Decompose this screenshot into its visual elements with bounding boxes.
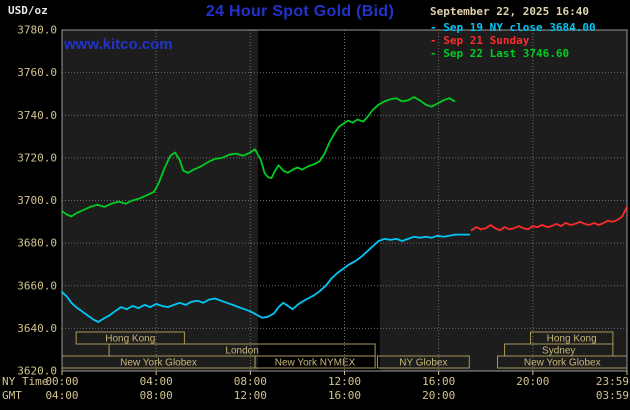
x-axis-label-gmt: 16:00 (328, 389, 361, 402)
x-axis-label-ny: 04:00 (140, 375, 173, 388)
x-axis-row2-label: GMT (2, 389, 22, 402)
y-axis-label: 3780.0 (17, 24, 57, 37)
x-axis-label-ny: 16:00 (422, 375, 455, 388)
price-line-sep22 (61, 96, 456, 218)
x-axis-label-ny: 00:00 (45, 375, 78, 388)
x-axis-label-gmt: 20:00 (422, 389, 455, 402)
datetime-label: September 22, 2025 16:40 (430, 5, 589, 18)
y-axis-label: 3620.0 (17, 365, 57, 378)
kitco-watermark-link[interactable]: www.kitco.com (64, 36, 173, 53)
y-axis-label: 3740.0 (17, 109, 57, 122)
x-axis-label-gmt: 12:00 (234, 389, 267, 402)
x-axis-label-ny: 20:00 (516, 375, 549, 388)
x-axis-label-gmt: 03:59 (596, 389, 629, 402)
page-title: 24 Hour Spot Gold (Bid) (205, 3, 395, 20)
units-label: USD/oz (8, 4, 48, 17)
nymex-session-band (258, 30, 380, 371)
session-label: New York Globex (524, 358, 601, 369)
price-line-sep19 (61, 233, 471, 323)
x-axis-label-gmt: 08:00 (140, 389, 173, 402)
session-label: Hong Kong (105, 334, 155, 345)
legend-items: - Sep 19 NY close 3684.00- Sep 21 Sunday… (430, 21, 624, 60)
price-line-sep21 (470, 205, 628, 232)
session-label: Sydney (542, 346, 575, 357)
x-axis-label-ny: 12:00 (328, 375, 361, 388)
y-axis-label: 3720.0 (17, 151, 57, 164)
session-label: Hong Kong (547, 334, 597, 345)
legend-item: - Sep 22 Last 3746.60 (430, 47, 570, 60)
y-axis-label: 3660.0 (17, 279, 57, 292)
legend-item: - Sep 19 NY close 3684.00 (430, 21, 596, 34)
x-axis-label-ny: 23:59 (596, 375, 629, 388)
x-axis-label-ny: 08:00 (234, 375, 267, 388)
session-box (254, 355, 376, 369)
chart-legend: September 22, 2025 16:40 - Sep 19 NY clo… (430, 5, 624, 60)
y-axis-label: 3700.0 (17, 194, 57, 207)
legend-item: - Sep 21 Sunday (430, 34, 530, 47)
session-label: New York NYMEX (275, 358, 356, 369)
y-axis-label: 3760.0 (17, 66, 57, 79)
session-label: NY Globex (399, 358, 447, 369)
session-label: New York Globex (120, 358, 197, 369)
x-axis-label-gmt: 04:00 (45, 389, 78, 402)
session-box (376, 355, 470, 369)
x-axis-row1-label: NY Time (2, 375, 48, 388)
y-axis-label: 3680.0 (17, 237, 57, 250)
y-axis-label: 3640.0 (17, 322, 57, 335)
session-label: London (225, 346, 258, 357)
